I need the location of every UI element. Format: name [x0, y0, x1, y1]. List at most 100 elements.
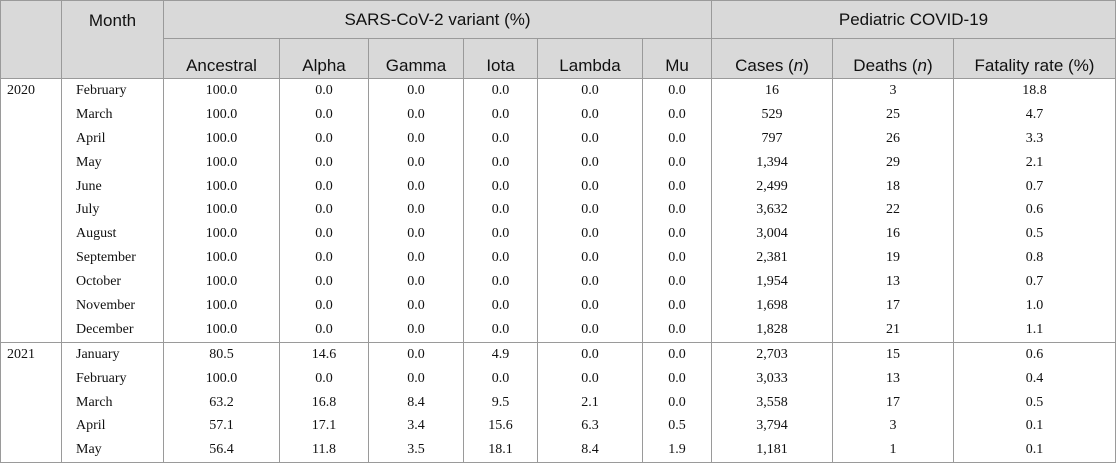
table-cell: 9.5 — [463, 390, 538, 415]
month-cell: July — [61, 198, 164, 223]
table-cell: 16 — [711, 77, 833, 103]
table-cell: 529 — [711, 102, 833, 127]
table-cell: 17.1 — [279, 414, 369, 439]
table-cell: 0.5 — [642, 414, 712, 439]
table-cell: 57.1 — [163, 414, 280, 439]
table-cell: 797 — [711, 126, 833, 151]
table-cell: 1,181 — [711, 438, 833, 464]
table-cell: 0.0 — [642, 174, 712, 199]
table-cell: 0.0 — [368, 317, 464, 343]
table-cell: 0.0 — [279, 366, 369, 391]
year-cell: 2021 — [0, 341, 62, 464]
table-cell: 3,004 — [711, 222, 833, 247]
table-cell: 0.0 — [537, 198, 643, 223]
pediatric-group-header: Pediatric COVID-19 — [711, 0, 1116, 39]
table-cell: 0.0 — [537, 222, 643, 247]
table-cell: 0.0 — [368, 126, 464, 151]
table-cell: 0.0 — [368, 77, 464, 103]
table-cell: 0.0 — [537, 366, 643, 391]
table-cell: 100.0 — [163, 222, 280, 247]
table-cell: 2,381 — [711, 246, 833, 271]
table-cell: 80.5 — [163, 341, 280, 367]
table-cell: 0.6 — [953, 198, 1116, 223]
table-cell: 16.8 — [279, 390, 369, 415]
table-cell: 0.0 — [642, 270, 712, 295]
table-cell: 0.0 — [642, 294, 712, 318]
table-cell: 0.0 — [279, 174, 369, 199]
month-cell: May — [61, 150, 164, 175]
table-cell: 1,698 — [711, 294, 833, 318]
table-cell: 17 — [832, 390, 954, 415]
table-cell: 0.0 — [463, 77, 538, 103]
table-cell: 0.0 — [463, 317, 538, 343]
table-cell: 100.0 — [163, 126, 280, 151]
table-cell: 0.0 — [642, 317, 712, 343]
table-row: September 100.0 0.0 0.0 0.0 0.0 0.0 2,381 19 0.8 — [1, 246, 1116, 271]
year-header — [0, 0, 62, 79]
table-row: December 100.0 0.0 0.0 0.0 0.0 0.0 1,828 21 1.1 — [1, 317, 1116, 343]
table-cell: 0.0 — [642, 366, 712, 391]
table-cell: 0.0 — [463, 366, 538, 391]
table-cell: 0.5 — [953, 222, 1116, 247]
table-cell: 0.0 — [537, 77, 643, 103]
col-header-cases: Cases (n) — [711, 38, 833, 79]
table-cell: 100.0 — [163, 77, 280, 103]
month-cell: February — [61, 366, 164, 391]
month-cell: March — [61, 390, 164, 415]
table-cell: 4.9 — [463, 341, 538, 367]
table-cell: 3,794 — [711, 414, 833, 439]
table-cell: 3.5 — [368, 438, 464, 464]
table-cell: 0.0 — [463, 150, 538, 175]
table-cell: 8.4 — [368, 390, 464, 415]
table-cell: 14.6 — [279, 341, 369, 367]
table-cell: 18.8 — [953, 77, 1116, 103]
table-cell: 29 — [832, 150, 954, 175]
table-cell: 0.0 — [642, 246, 712, 271]
table-row: April 100.0 0.0 0.0 0.0 0.0 0.0 797 26 3.3 — [1, 126, 1116, 151]
table-cell: 0.5 — [953, 390, 1116, 415]
table-cell: 15.6 — [463, 414, 538, 439]
month-cell: December — [61, 317, 164, 343]
table-cell: 26 — [832, 126, 954, 151]
table-cell: 0.0 — [279, 246, 369, 271]
table-cell: 1,828 — [711, 317, 833, 343]
table-cell: 25 — [832, 102, 954, 127]
table-cell: 0.0 — [642, 390, 712, 415]
table-cell: 4.7 — [953, 102, 1116, 127]
month-cell: October — [61, 270, 164, 295]
table-cell: 100.0 — [163, 246, 280, 271]
table-cell: 0.0 — [463, 126, 538, 151]
table-cell: 0.0 — [279, 294, 369, 318]
table-row: February 100.0 0.0 0.0 0.0 0.0 0.0 3,033 13 0.4 — [1, 366, 1116, 391]
table-cell: 3,033 — [711, 366, 833, 391]
month-cell: February — [61, 77, 164, 103]
table-row: March 100.0 0.0 0.0 0.0 0.0 0.0 529 25 4.7 — [1, 102, 1116, 127]
table-cell: 11.8 — [279, 438, 369, 464]
table-cell: 0.0 — [537, 174, 643, 199]
table-cell: 3,632 — [711, 198, 833, 223]
table-cell: 0.0 — [279, 77, 369, 103]
table-cell: 0.0 — [537, 341, 643, 367]
table-cell: 56.4 — [163, 438, 280, 464]
table-cell: 0.0 — [463, 174, 538, 199]
table-cell: 0.0 — [537, 102, 643, 127]
month-cell: January — [61, 341, 164, 367]
table-cell: 0.0 — [368, 366, 464, 391]
month-cell: April — [61, 126, 164, 151]
month-header: Month — [61, 0, 164, 79]
table-cell: 100.0 — [163, 150, 280, 175]
month-cell: November — [61, 294, 164, 318]
table-cell: 3.3 — [953, 126, 1116, 151]
table-cell: 0.1 — [953, 414, 1116, 439]
table-cell: 0.0 — [463, 294, 538, 318]
table-cell: 100.0 — [163, 198, 280, 223]
table-cell: 0.0 — [463, 102, 538, 127]
table-cell: 3.4 — [368, 414, 464, 439]
table-cell: 0.0 — [642, 198, 712, 223]
table-cell: 0.0 — [642, 102, 712, 127]
table-cell: 0.0 — [463, 222, 538, 247]
table-cell: 0.0 — [279, 102, 369, 127]
month-cell: June — [61, 174, 164, 199]
table-cell: 0.0 — [279, 270, 369, 295]
table-cell: 2.1 — [537, 390, 643, 415]
